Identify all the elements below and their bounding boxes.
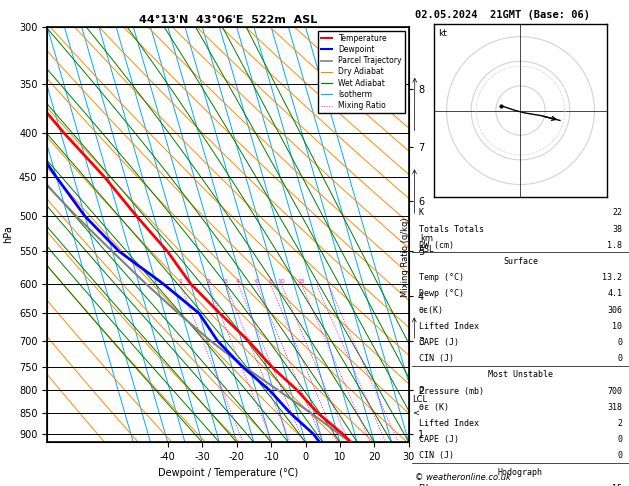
Text: Dewp (°C): Dewp (°C) <box>418 289 464 298</box>
Text: CAPE (J): CAPE (J) <box>418 435 459 444</box>
Text: 10: 10 <box>613 322 623 331</box>
Text: 700: 700 <box>608 386 623 396</box>
Text: 15: 15 <box>298 279 305 284</box>
Text: 02.05.2024  21GMT (Base: 06): 02.05.2024 21GMT (Base: 06) <box>415 10 590 20</box>
Text: Hodograph: Hodograph <box>498 468 543 477</box>
Text: 2: 2 <box>618 419 623 428</box>
Text: 0: 0 <box>618 338 623 347</box>
Text: 318: 318 <box>608 403 623 412</box>
Text: Surface: Surface <box>503 257 538 266</box>
Text: 2: 2 <box>206 279 210 284</box>
Text: 4: 4 <box>236 279 240 284</box>
Text: 6: 6 <box>255 279 259 284</box>
Text: Lifted Index: Lifted Index <box>418 322 479 331</box>
Text: K: K <box>418 208 423 217</box>
Text: © weatheronline.co.uk: © weatheronline.co.uk <box>415 473 511 482</box>
Text: kt: kt <box>438 30 447 38</box>
Legend: Temperature, Dewpoint, Parcel Trajectory, Dry Adiabat, Wet Adiabat, Isotherm, Mi: Temperature, Dewpoint, Parcel Trajectory… <box>318 31 405 113</box>
Text: 22: 22 <box>613 208 623 217</box>
Y-axis label: km
ASL: km ASL <box>419 235 435 254</box>
Text: Lifted Index: Lifted Index <box>418 419 479 428</box>
Text: CIN (J): CIN (J) <box>418 354 454 363</box>
Text: CAPE (J): CAPE (J) <box>418 338 459 347</box>
Text: 38: 38 <box>613 225 623 233</box>
Text: 0: 0 <box>618 451 623 460</box>
Text: Temp (°C): Temp (°C) <box>418 273 464 282</box>
Text: 8: 8 <box>268 279 272 284</box>
Text: LCL: LCL <box>411 395 426 404</box>
Text: Totals Totals: Totals Totals <box>418 225 484 233</box>
Text: CIN (J): CIN (J) <box>418 451 454 460</box>
Text: 306: 306 <box>608 306 623 314</box>
Title: 44°13'N  43°06'E  522m  ASL: 44°13'N 43°06'E 522m ASL <box>139 15 317 25</box>
Text: -15: -15 <box>608 484 623 486</box>
Text: Mixing Ratio (g/kg): Mixing Ratio (g/kg) <box>401 218 410 297</box>
Text: EH: EH <box>418 484 428 486</box>
Text: 13.2: 13.2 <box>603 273 623 282</box>
Text: 10: 10 <box>277 279 285 284</box>
Text: 1: 1 <box>178 279 182 284</box>
Text: PW (cm): PW (cm) <box>418 241 454 250</box>
Text: 1.8: 1.8 <box>608 241 623 250</box>
Text: 3: 3 <box>223 279 227 284</box>
Text: Most Unstable: Most Unstable <box>488 370 553 380</box>
Text: 0: 0 <box>618 435 623 444</box>
X-axis label: Dewpoint / Temperature (°C): Dewpoint / Temperature (°C) <box>158 468 298 478</box>
Text: 4.1: 4.1 <box>608 289 623 298</box>
Text: Pressure (mb): Pressure (mb) <box>418 386 484 396</box>
Y-axis label: hPa: hPa <box>3 226 13 243</box>
Text: θε(K): θε(K) <box>418 306 443 314</box>
Text: 0: 0 <box>618 354 623 363</box>
Text: θε (K): θε (K) <box>418 403 448 412</box>
